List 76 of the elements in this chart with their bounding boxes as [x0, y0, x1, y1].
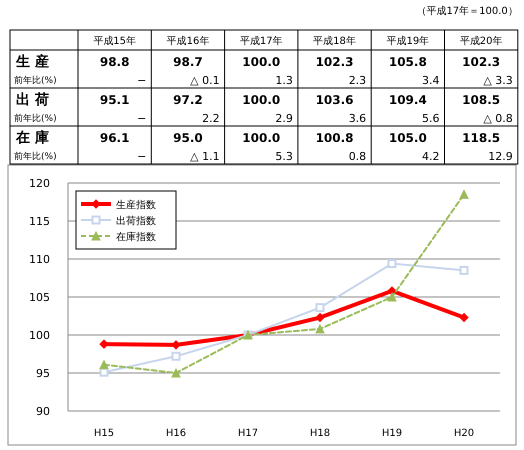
- point: [316, 303, 324, 312]
- data-label: 96.1: [100, 131, 130, 145]
- y-tick-label: 100: [29, 329, 50, 342]
- y-tick-label: 105: [29, 291, 50, 304]
- point: [316, 324, 324, 334]
- data-label: 100.0: [242, 93, 280, 107]
- text: 生 産: [15, 53, 49, 70]
- text: 出 荷: [16, 92, 49, 108]
- data-label: 105.8: [388, 55, 427, 69]
- text: 2.3: [348, 74, 366, 87]
- text: 3.6: [348, 112, 366, 125]
- text: 平成17年: [240, 35, 283, 47]
- text: −: [137, 74, 146, 87]
- text: 前年比(%): [14, 75, 57, 86]
- text: 0.8: [348, 150, 366, 163]
- x-tick-label: H16: [166, 428, 186, 439]
- text: 平成19年: [386, 35, 430, 47]
- text: △ 3.3: [483, 74, 513, 87]
- data-label: 100.0: [242, 131, 280, 145]
- text: △ 0.1: [190, 74, 220, 87]
- text: 4.2: [422, 150, 440, 163]
- point: [388, 259, 396, 268]
- y-tick-label: 95: [36, 367, 50, 380]
- x-tick-label: H20: [454, 428, 474, 439]
- data-label: 95.1: [100, 93, 130, 107]
- x-tick-label: H17: [238, 428, 258, 439]
- text: 3.4: [422, 74, 440, 87]
- data-label: 108.5: [462, 93, 500, 107]
- text: 平成16年: [166, 35, 210, 47]
- legend-label: 出荷指数: [116, 215, 156, 227]
- text: 前年比(%): [14, 113, 57, 124]
- text: 2.9: [275, 112, 293, 125]
- text: △ 0.8: [483, 112, 513, 125]
- point: [172, 368, 180, 378]
- data-label: 109.4: [388, 93, 427, 107]
- data-label: 98.8: [100, 55, 130, 69]
- text: （平成17年＝100.0）: [416, 5, 518, 17]
- legend-label: 在庫指数: [116, 231, 156, 243]
- text: −: [137, 150, 146, 163]
- text: 12.9: [488, 150, 513, 163]
- point: [388, 292, 396, 302]
- point: [460, 266, 468, 275]
- data-label: 100.0: [242, 55, 280, 69]
- data-label: 105.0: [388, 131, 427, 145]
- x-tick-label: H18: [310, 428, 330, 439]
- data-label: 97.2: [173, 93, 203, 107]
- data-label: 100.8: [316, 131, 354, 145]
- point: [100, 360, 108, 370]
- text: −: [137, 112, 146, 125]
- text: △ 1.1: [190, 150, 220, 163]
- text: 2.2: [202, 112, 220, 125]
- y-tick-label: 110: [29, 253, 50, 266]
- point: [172, 352, 180, 361]
- data-label: 102.3: [316, 55, 354, 69]
- point: [460, 190, 468, 199]
- text: 在 庫: [15, 129, 49, 146]
- x-tick-label: H15: [94, 428, 114, 439]
- text: 平成20年: [460, 35, 503, 47]
- text: 5.6: [422, 112, 440, 125]
- data-label: 103.6: [316, 93, 354, 107]
- legend-label: 生産指数: [116, 199, 156, 211]
- x-tick-label: H19: [382, 428, 402, 439]
- text: 平成18年: [313, 35, 356, 47]
- text: 1.3: [275, 74, 293, 87]
- y-tick-label: 115: [29, 215, 50, 228]
- data-label: 118.5: [462, 131, 500, 145]
- point: [316, 313, 324, 322]
- y-tick-label: 120: [29, 177, 50, 190]
- point: [460, 313, 468, 322]
- data-label: 102.3: [462, 55, 500, 69]
- text: 前年比(%): [14, 151, 57, 162]
- text: 平成15年: [93, 35, 136, 47]
- text: 5.3: [275, 150, 293, 163]
- data-label: 98.7: [173, 55, 203, 69]
- y-tick-label: 90: [36, 405, 50, 418]
- data-label: 95.0: [173, 131, 203, 145]
